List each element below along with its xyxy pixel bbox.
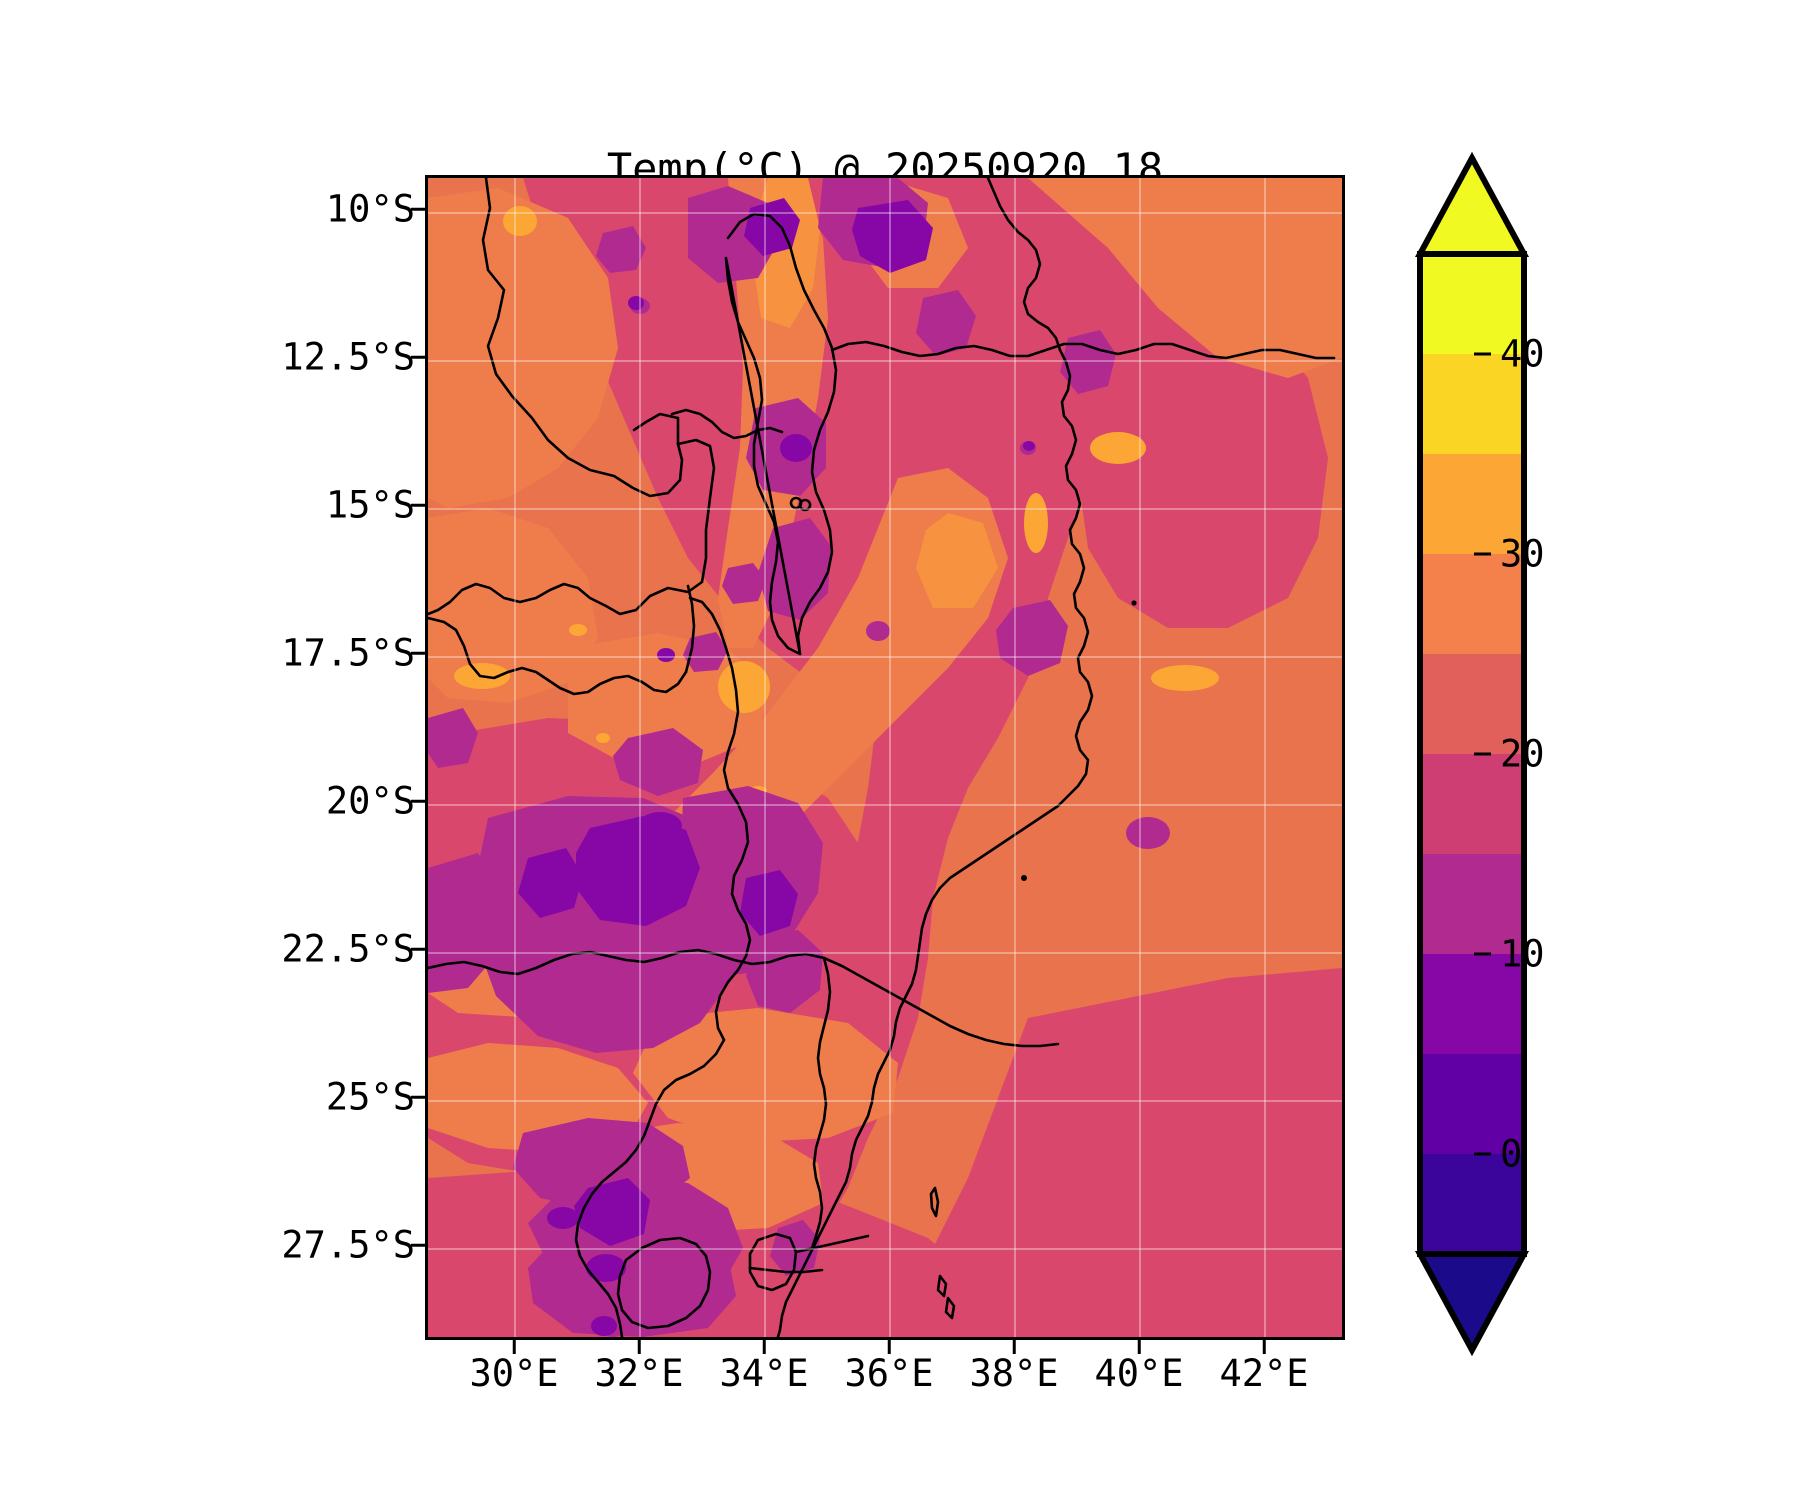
ytick-label-10: 10°S — [325, 187, 415, 231]
ytick-label-27p5: 27.5°S — [281, 1223, 415, 1267]
cbar-tick-label-20: 20 — [1500, 732, 1545, 776]
cbar-tick-mark-10 — [1474, 952, 1491, 956]
xtick-mark-40 — [1137, 1340, 1141, 1354]
xtick-label-30: 30°E — [469, 1352, 559, 1395]
xtick-mark-30 — [512, 1340, 516, 1354]
xtick-mark-38 — [1012, 1340, 1016, 1354]
ytick-mark-27p5 — [411, 1243, 425, 1247]
xtick-mark-32 — [637, 1340, 641, 1354]
triangle-up-icon — [1414, 151, 1530, 257]
xtick-label-32: 32°E — [594, 1352, 684, 1395]
cbar-tick-mark-20 — [1474, 752, 1491, 756]
cbar-tick-mark-30 — [1474, 552, 1491, 556]
ytick-label-12p5: 12.5°S — [281, 335, 415, 379]
xtick-mark-36 — [887, 1340, 891, 1354]
ytick-label-25: 25°S — [325, 1075, 415, 1119]
ytick-mark-15 — [411, 503, 425, 507]
ytick-mark-12p5 — [411, 355, 425, 359]
temperature-contour-field — [428, 178, 1342, 1337]
ytick-label-22p5: 22.5°S — [281, 927, 415, 971]
xtick-label-42: 42°E — [1219, 1352, 1309, 1395]
ytick-label-20: 20°S — [325, 779, 415, 823]
ytick-mark-25 — [411, 1095, 425, 1099]
ytick-mark-20 — [411, 799, 425, 803]
ytick-mark-10 — [411, 207, 425, 211]
xtick-mark-42 — [1262, 1340, 1266, 1354]
cbar-tick-label-10: 10 — [1500, 932, 1545, 976]
map-axes[interactable] — [425, 175, 1345, 1340]
xtick-label-34: 34°E — [719, 1352, 809, 1395]
triangle-down-icon — [1414, 1251, 1530, 1357]
xtick-label-36: 36°E — [844, 1352, 934, 1395]
ytick-mark-17p5 — [411, 651, 425, 655]
colorbar[interactable]: 40 30 20 10 0 — [1412, 150, 1672, 1380]
cbar-tick-label-40: 40 — [1500, 332, 1545, 376]
xtick-label-40: 40°E — [1094, 1352, 1184, 1395]
xtick-label-38: 38°E — [969, 1352, 1059, 1395]
cbar-tick-label-0: 0 — [1500, 1132, 1523, 1176]
cbar-tick-mark-40 — [1474, 352, 1491, 356]
ytick-label-15: 15°S — [325, 483, 415, 527]
ytick-label-17p5: 17.5°S — [281, 631, 415, 675]
ytick-mark-22p5 — [411, 947, 425, 951]
cbar-tick-mark-0 — [1474, 1152, 1491, 1156]
cbar-tick-label-30: 30 — [1500, 532, 1545, 576]
xtick-mark-34 — [762, 1340, 766, 1354]
